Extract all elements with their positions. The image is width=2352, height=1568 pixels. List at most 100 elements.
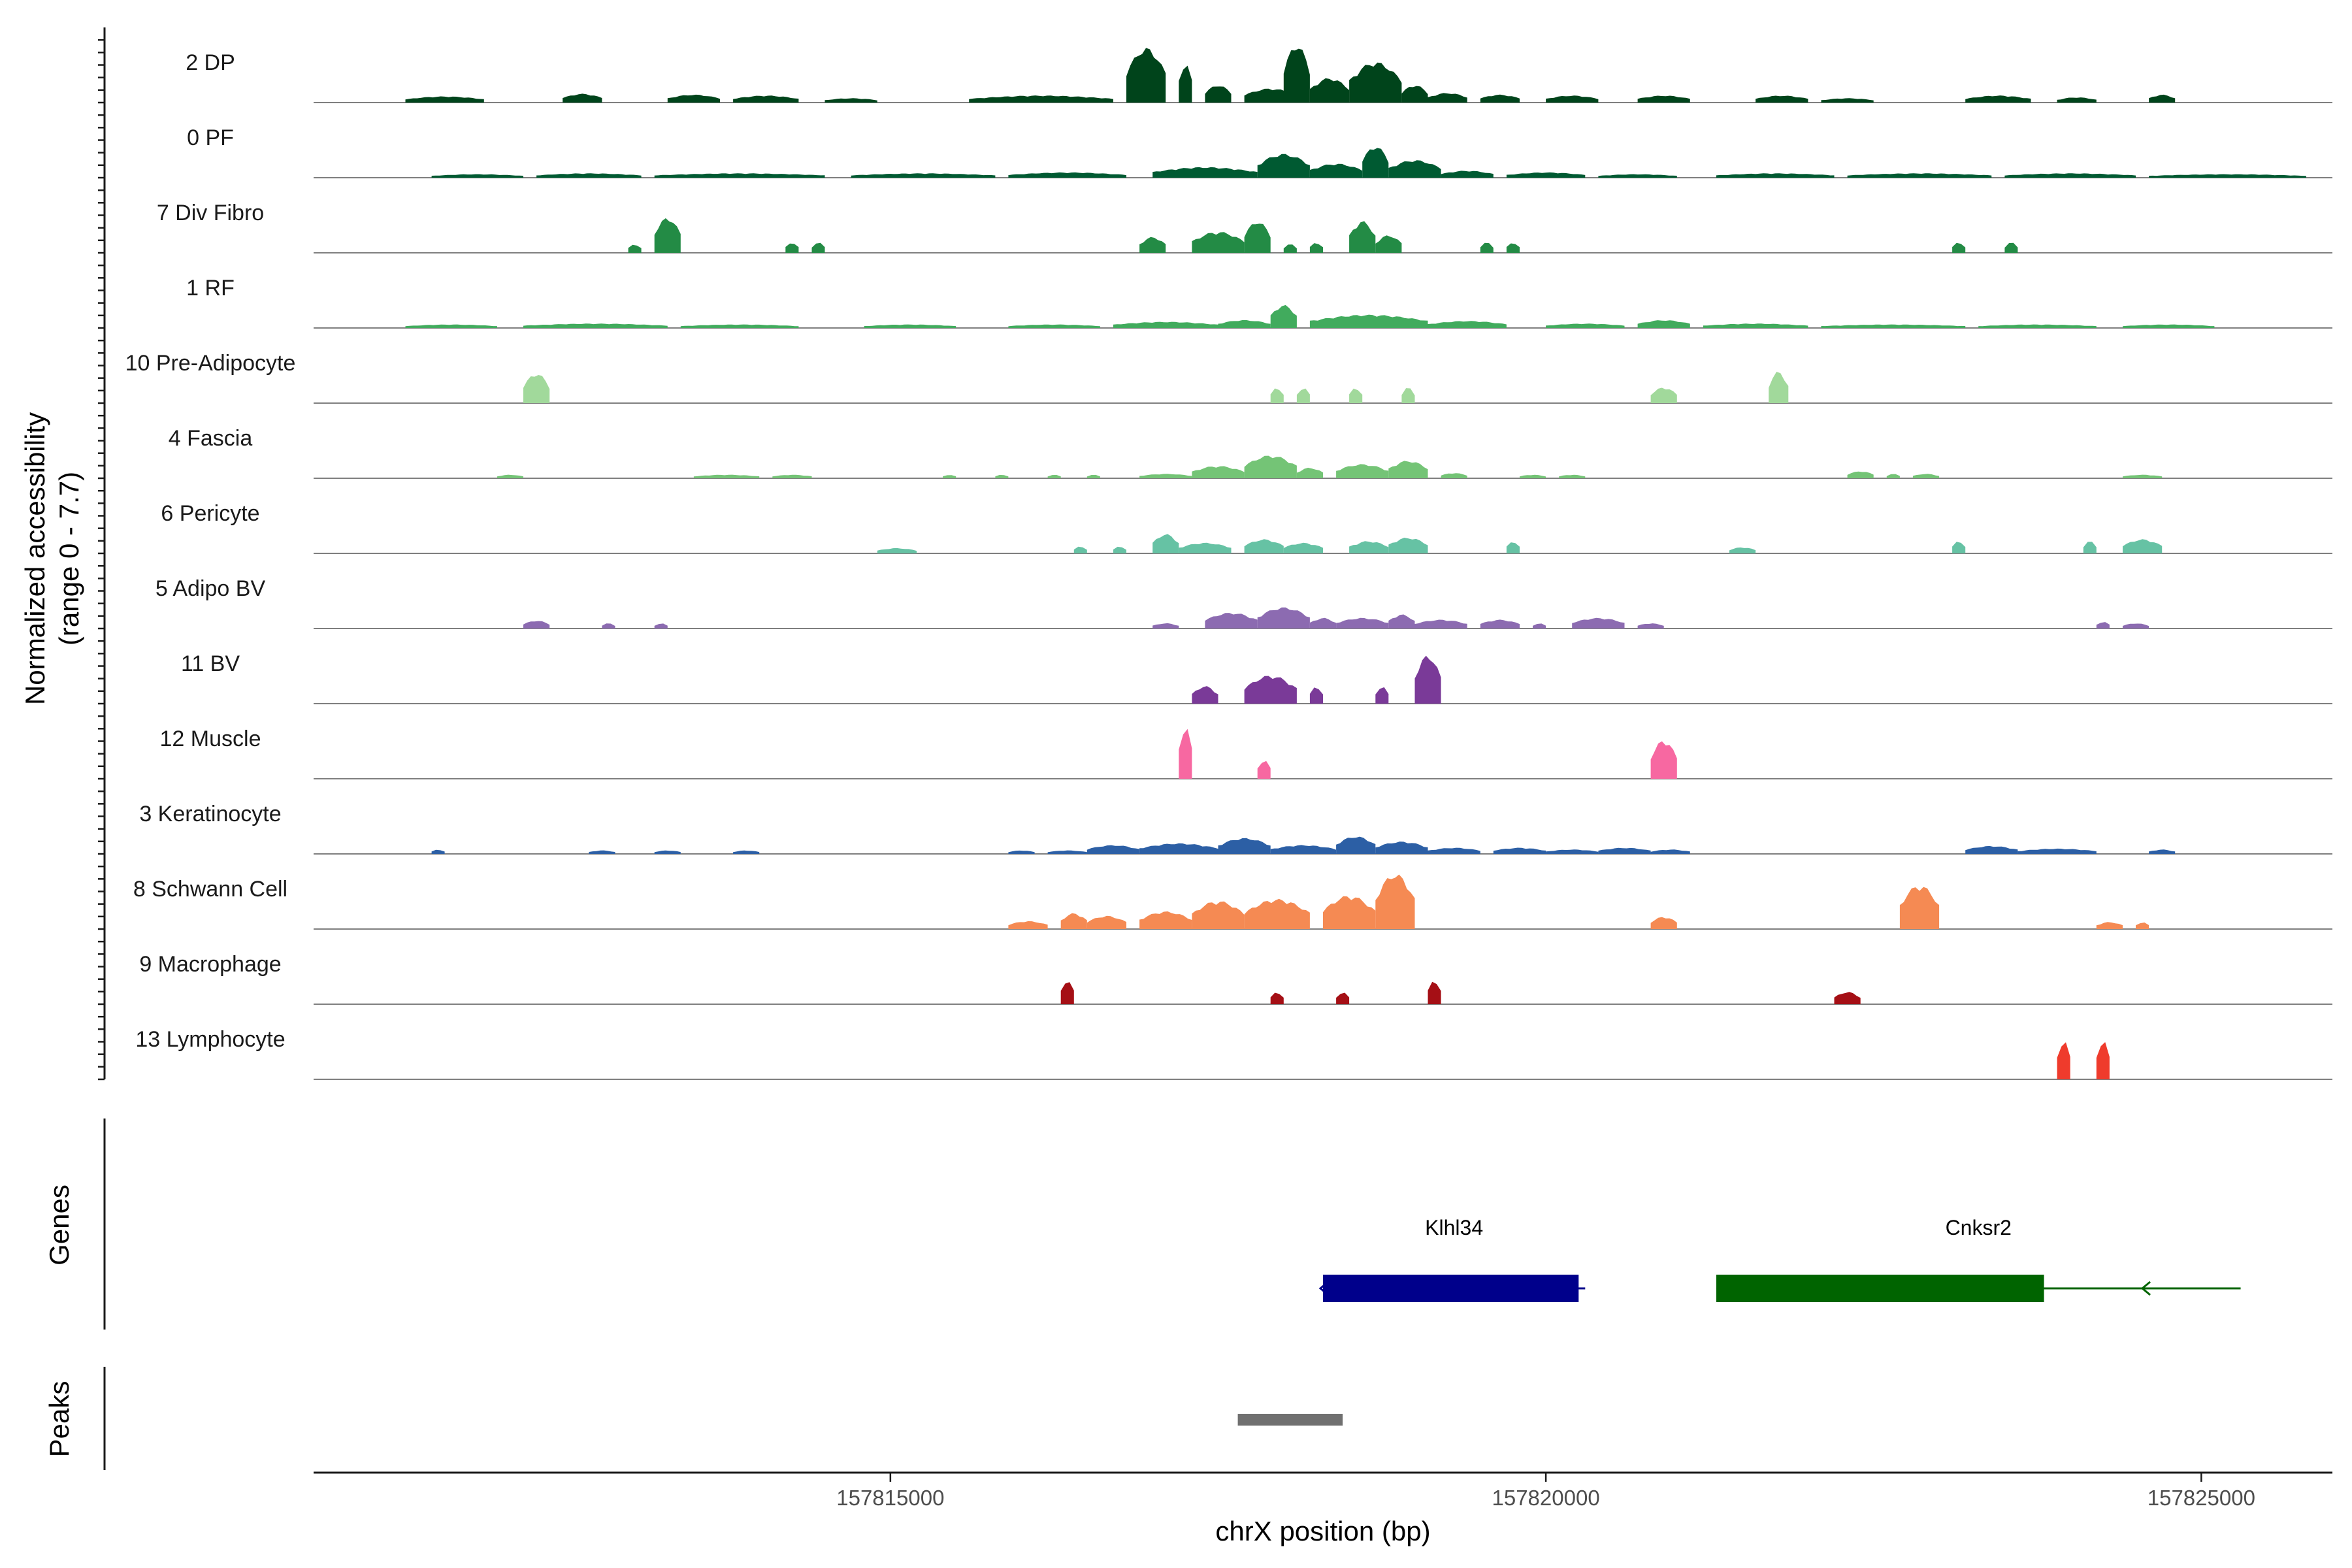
track-label: 11 BV xyxy=(181,651,240,676)
coverage-peak xyxy=(1349,62,1402,103)
coverage-peak xyxy=(2123,474,2163,478)
coverage-peak xyxy=(1821,324,1966,328)
coverage-peak xyxy=(1086,915,1126,929)
coverage-peak xyxy=(431,174,523,178)
coverage-peak xyxy=(1375,687,1389,704)
track: 1 RF xyxy=(186,276,2332,329)
coverage-peak xyxy=(1965,95,2031,103)
coverage-peak xyxy=(1546,323,1625,328)
coverage-peak xyxy=(1336,617,1389,629)
coverage-peak xyxy=(1401,86,1428,103)
coverage-peak xyxy=(1126,48,1166,103)
coverage-peak xyxy=(1546,849,1599,854)
coverage-peak xyxy=(602,623,615,629)
coverage-peak xyxy=(2083,542,2097,553)
coverage-peak xyxy=(1244,223,1271,253)
gene-label: Cnksr2 xyxy=(1946,1216,2012,1239)
y-axis-title-line1: Normalized accessibility xyxy=(20,412,50,705)
coverage-peak xyxy=(497,474,523,478)
coverage-peak xyxy=(589,850,615,854)
coverage-peak xyxy=(1192,232,1245,253)
genes-axis-title: Genes xyxy=(44,1184,74,1266)
coverage-peak xyxy=(995,474,1009,478)
coverage-peak xyxy=(1375,235,1402,253)
coverage-peak xyxy=(1270,388,1284,403)
coverage-peak xyxy=(654,850,681,854)
track: 13 Lymphocyte xyxy=(135,1027,2332,1080)
genes-title: Genes xyxy=(44,1184,74,1266)
coverage-peak xyxy=(1952,542,1966,553)
coverage-peak xyxy=(1428,93,1467,103)
y-axis-ticks xyxy=(98,39,105,1081)
coverage-peak xyxy=(1650,741,1677,779)
track-label: 13 Lymphocyte xyxy=(135,1027,285,1052)
coverage-peak xyxy=(1086,474,1100,478)
coverage-peak xyxy=(1047,850,1087,854)
coverage-peak xyxy=(2123,324,2215,328)
coverage-peak xyxy=(1309,78,1350,103)
coverage-peak xyxy=(1847,471,1874,478)
track-label: 7 Div Fibro xyxy=(157,201,264,225)
track-label: 8 Schwann Cell xyxy=(133,877,287,902)
coverage-peak xyxy=(1834,992,1861,1004)
coverage-peak xyxy=(1152,167,1258,178)
coverage-peak xyxy=(2057,1042,2070,1079)
gene-body xyxy=(1323,1275,1579,1302)
coverage-peak xyxy=(1257,154,1310,178)
coverage-peak xyxy=(2149,94,2176,103)
coverage-peak xyxy=(1559,474,1586,478)
track: 5 Adipo BV xyxy=(155,576,2332,629)
coverage-peak xyxy=(1060,913,1087,929)
coverage-peak xyxy=(1375,841,1428,854)
track-label: 4 Fascia xyxy=(169,426,253,451)
gene-label: Klhl34 xyxy=(1425,1216,1483,1239)
coverage-peak xyxy=(1480,94,1520,103)
gene-body xyxy=(1716,1275,2044,1302)
track: 2 DP xyxy=(186,48,2332,103)
coverage-peak xyxy=(1650,849,1690,854)
coverage-peak xyxy=(1073,546,1087,553)
track: 3 Keratinocyte xyxy=(139,802,2332,855)
coverage-peak xyxy=(563,93,602,103)
coverage-peak xyxy=(2096,1042,2110,1079)
coverage-peak xyxy=(1428,981,1441,1004)
track: 7 Div Fibro xyxy=(157,201,2332,253)
coverage-peak xyxy=(1309,617,1337,629)
coverage-peak xyxy=(1152,623,1179,629)
coverage-peak xyxy=(2149,849,2176,854)
gene: Klhl34 xyxy=(1318,1216,1586,1302)
coverage-peak xyxy=(1952,242,1966,253)
coverage-peak xyxy=(1756,95,1808,103)
coverage-peak xyxy=(1113,321,1218,328)
strand-arrow xyxy=(2140,1281,2151,1296)
coverage-peak xyxy=(536,173,642,178)
coverage-peak xyxy=(1978,324,2097,328)
coverage-peak xyxy=(1179,65,1192,103)
coverage-peak xyxy=(523,323,668,328)
track-label: 6 Pericyte xyxy=(161,501,259,526)
coverage-peak xyxy=(1309,163,1363,178)
coverage-peak xyxy=(1506,542,1520,553)
coverage-peak xyxy=(1139,911,1192,929)
coverage-peak xyxy=(654,623,668,629)
track-label: 1 RF xyxy=(186,276,235,301)
coverage-peak xyxy=(851,173,996,178)
coverage-peak xyxy=(1309,243,1323,253)
coverage-peak xyxy=(1572,617,1625,629)
coverage-peak xyxy=(1192,686,1218,704)
peak-regions xyxy=(1237,1414,1343,1426)
track-label: 2 DP xyxy=(186,50,235,75)
peaks-title: Peaks xyxy=(44,1381,74,1458)
coverage-peak xyxy=(667,94,720,103)
coverage-peak xyxy=(1349,221,1376,253)
coverage-peak xyxy=(1296,467,1323,478)
coverage-peak xyxy=(1703,323,1808,328)
coverage-peak xyxy=(1899,887,1940,929)
coverage-peak xyxy=(1349,541,1389,553)
coverage-peak xyxy=(1533,623,1546,629)
peaks-axis-title: Peaks xyxy=(44,1381,74,1458)
x-tick-label: 157825000 xyxy=(2148,1486,2255,1510)
coverage-peak xyxy=(2096,922,2123,929)
coverage-peak xyxy=(1821,98,1874,103)
